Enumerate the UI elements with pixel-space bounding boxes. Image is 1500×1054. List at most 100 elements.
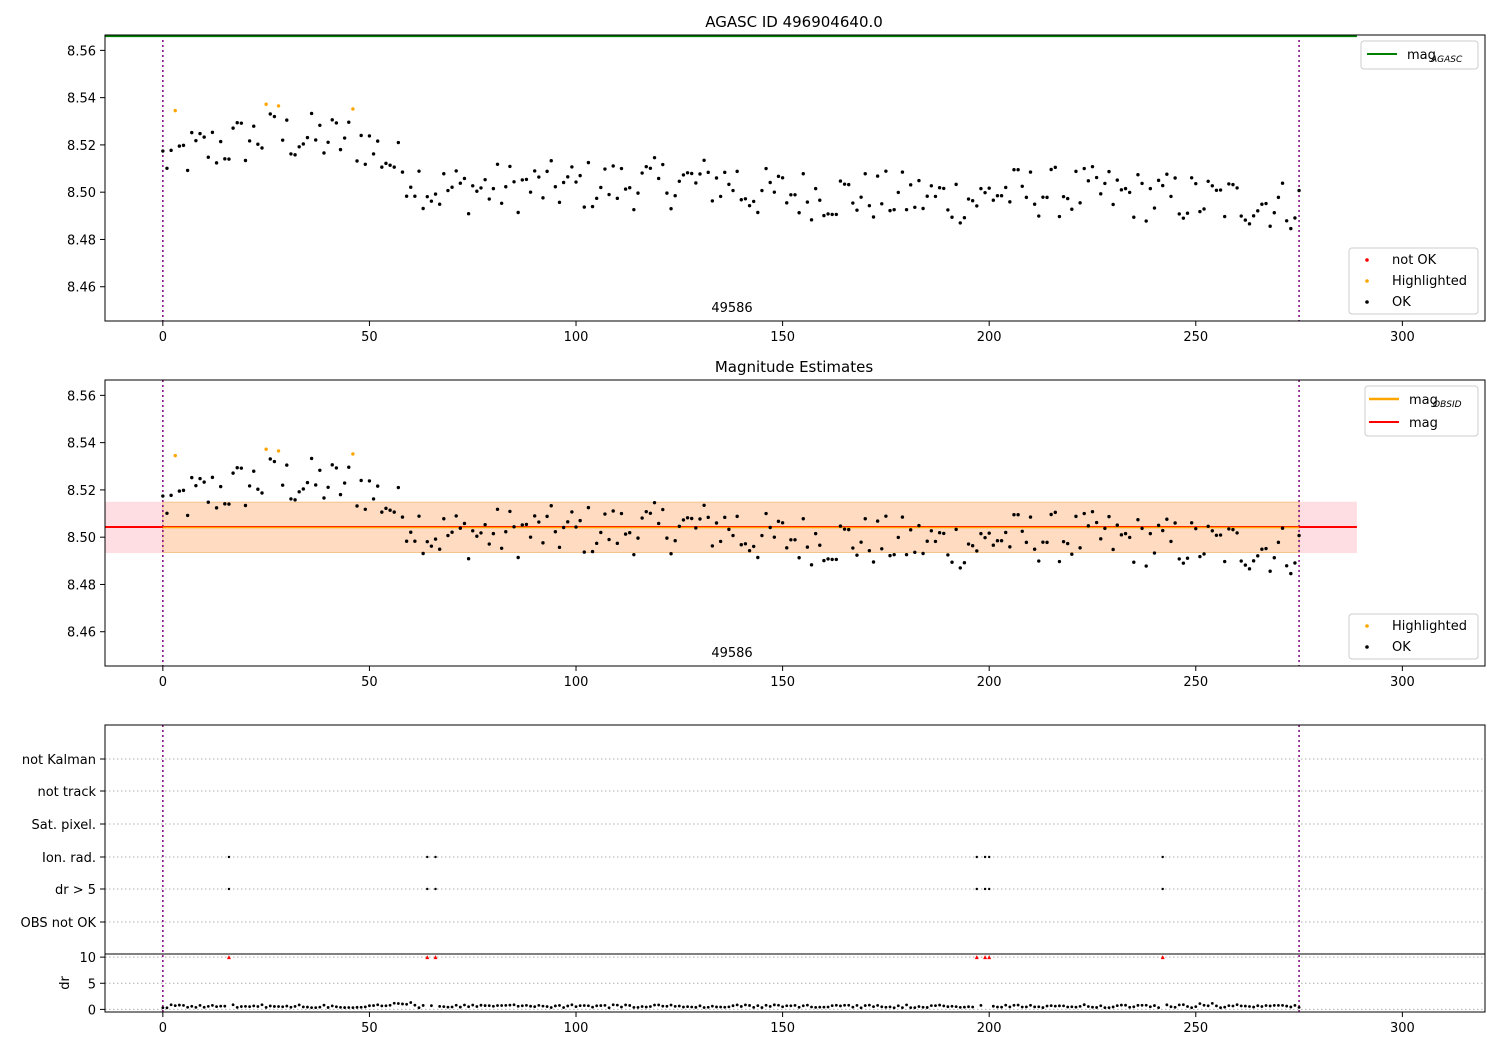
ok-point — [210, 475, 215, 480]
dr-point — [1049, 1004, 1053, 1008]
dr-point — [177, 1003, 181, 1007]
dr-point — [1144, 1003, 1148, 1007]
dr-point — [690, 1005, 694, 1009]
dr-point — [1256, 1004, 1260, 1008]
ok-point — [231, 126, 235, 130]
ok-point — [1045, 195, 1049, 200]
dr-point — [946, 1005, 950, 1009]
ok-point — [793, 538, 797, 542]
ok-point — [669, 552, 673, 556]
dr-point — [256, 1005, 260, 1008]
dr-point — [289, 1005, 293, 1009]
legend-marker-ok-2 — [1365, 645, 1369, 649]
ok-point — [239, 121, 244, 125]
dr-point — [512, 1003, 516, 1007]
ok-point — [1202, 207, 1206, 211]
dr-point — [491, 1004, 495, 1008]
ok-point — [694, 181, 698, 185]
x-tick-label: 100 — [564, 1021, 589, 1036]
ok-point — [946, 208, 950, 212]
dr-point — [1082, 1003, 1086, 1007]
ok-point — [727, 527, 731, 532]
ok-point — [413, 194, 417, 198]
dr-point — [306, 1005, 309, 1009]
dr-point — [1107, 1006, 1111, 1010]
ok-point — [1065, 196, 1070, 201]
ok-point — [384, 506, 388, 511]
dr-point — [1012, 1003, 1016, 1007]
dr-point — [553, 1004, 557, 1008]
ok-point — [628, 530, 632, 535]
ok-point — [1231, 527, 1235, 532]
dr-point — [169, 1003, 173, 1007]
ok-point — [1004, 185, 1008, 190]
ok-point — [958, 566, 962, 570]
ok-point — [190, 475, 194, 480]
dr-point — [1074, 1005, 1078, 1009]
ok-point — [1243, 563, 1248, 567]
dr-point — [872, 1005, 875, 1009]
ok-point — [429, 199, 434, 203]
ok-point — [603, 167, 607, 171]
ok-point — [1086, 524, 1091, 528]
ok-point — [1173, 521, 1177, 525]
dr-point — [1219, 1006, 1222, 1010]
ok-point — [309, 456, 314, 461]
legend-mag-label: mag — [1409, 416, 1438, 431]
ok-point — [1061, 539, 1066, 544]
dr-point — [979, 1003, 983, 1007]
ok-point — [1214, 188, 1219, 192]
dr-point — [525, 1003, 528, 1007]
ok-point — [508, 509, 512, 514]
ok-point — [268, 457, 272, 461]
dr-point — [756, 1004, 760, 1008]
ok-point — [995, 194, 1000, 198]
ok-point — [450, 185, 454, 189]
ok-point — [594, 541, 599, 546]
ok-point — [966, 197, 971, 201]
dr-point — [880, 1005, 884, 1009]
ok-point — [830, 557, 834, 562]
ok-point — [776, 174, 781, 179]
legend-not-ok-label: not OK — [1392, 253, 1437, 268]
dr-point — [529, 1004, 532, 1008]
ok-point — [570, 165, 574, 169]
dr-point — [628, 1004, 632, 1007]
ok-point — [1127, 535, 1132, 540]
ok-point — [760, 188, 764, 193]
dr-point — [343, 1006, 347, 1009]
ok-point — [1004, 530, 1008, 535]
ok-point — [566, 520, 570, 524]
ok-point — [1284, 219, 1289, 223]
ok-point — [363, 507, 367, 511]
dr-point — [901, 1006, 904, 1010]
dr-point — [673, 1005, 677, 1008]
dr-point — [1186, 1005, 1189, 1008]
ok-point — [549, 504, 553, 508]
ok-point — [698, 172, 702, 176]
ok-point — [499, 546, 504, 550]
ok-point — [793, 193, 797, 197]
ok-point — [409, 530, 413, 534]
ok-point — [1289, 571, 1293, 576]
ok-point — [1140, 181, 1144, 186]
ok-point — [871, 560, 876, 564]
ok-point — [958, 221, 962, 225]
ok-point — [1235, 531, 1239, 535]
dr-point — [417, 1006, 421, 1010]
ok-point — [1185, 211, 1190, 215]
dr-point — [454, 1003, 458, 1007]
ok-point — [859, 540, 863, 544]
dr-point — [731, 1004, 735, 1008]
ok-point — [202, 480, 206, 484]
ok-point — [1115, 523, 1119, 527]
dr-point — [1297, 1005, 1301, 1009]
dr-point — [566, 1004, 570, 1008]
ok-point — [421, 206, 425, 211]
dr-point — [1227, 1004, 1231, 1008]
ok-point — [904, 552, 909, 557]
x-tick-label: 300 — [1390, 330, 1415, 345]
ok-point — [1053, 510, 1057, 515]
